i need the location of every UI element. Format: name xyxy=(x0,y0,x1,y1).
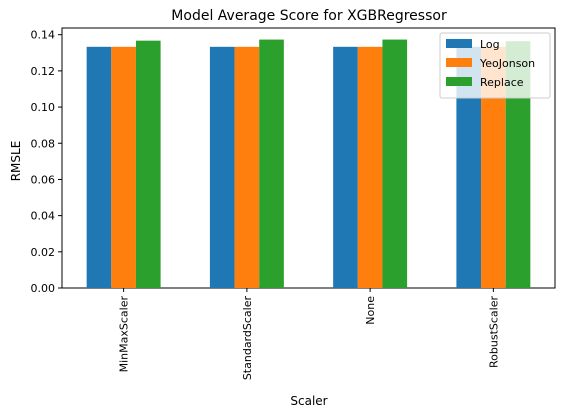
y-tick-label: 0.02 xyxy=(31,246,56,259)
bar-log-none xyxy=(333,47,358,288)
y-tick-label: 0.10 xyxy=(31,101,56,114)
x-tick-label: MinMaxScaler xyxy=(118,296,131,373)
y-tick-label: 0.12 xyxy=(31,65,56,78)
y-tick-label: 0.00 xyxy=(31,282,56,295)
bar-replace-standardscaler xyxy=(259,40,284,288)
y-axis: 0.00 0.02 0.04 0.06 0.08 0.10 0.12 0.14 xyxy=(31,29,63,295)
legend-swatch-replace xyxy=(446,77,472,86)
y-axis-label: RMSLE xyxy=(9,141,23,182)
x-tick-label: RobustScaler xyxy=(487,296,500,368)
bar-yeojonson-none xyxy=(358,47,383,288)
x-tick-label: StandardScaler xyxy=(241,296,254,381)
legend-label-replace: Replace xyxy=(480,76,524,89)
legend: Log YeoJonson Replace xyxy=(440,33,550,98)
bar-log-standardscaler xyxy=(210,47,235,288)
x-axis-label: Scaler xyxy=(290,394,327,408)
x-axis: MinMaxScaler StandardScaler None RobustScal… xyxy=(118,288,501,380)
bar-log-minmaxscaler xyxy=(87,47,112,288)
legend-label-log: Log xyxy=(480,38,500,51)
y-tick-label: 0.08 xyxy=(31,137,56,150)
chart-title: Model Average Score for XGBRegressor xyxy=(171,8,447,24)
x-tick-label: None xyxy=(364,296,377,325)
y-tick-label: 0.04 xyxy=(31,210,56,223)
legend-swatch-yeojonson xyxy=(446,58,472,67)
bar-replace-minmaxscaler xyxy=(136,41,161,288)
bar-replace-none xyxy=(382,40,407,288)
y-tick-label: 0.14 xyxy=(31,29,56,42)
y-tick-label: 0.06 xyxy=(31,173,56,186)
legend-label-yeojonson: YeoJonson xyxy=(479,57,535,70)
bar-yeojonson-standardscaler xyxy=(235,47,260,288)
bar-yeojonson-minmaxscaler xyxy=(111,47,136,288)
legend-swatch-log xyxy=(446,39,472,48)
